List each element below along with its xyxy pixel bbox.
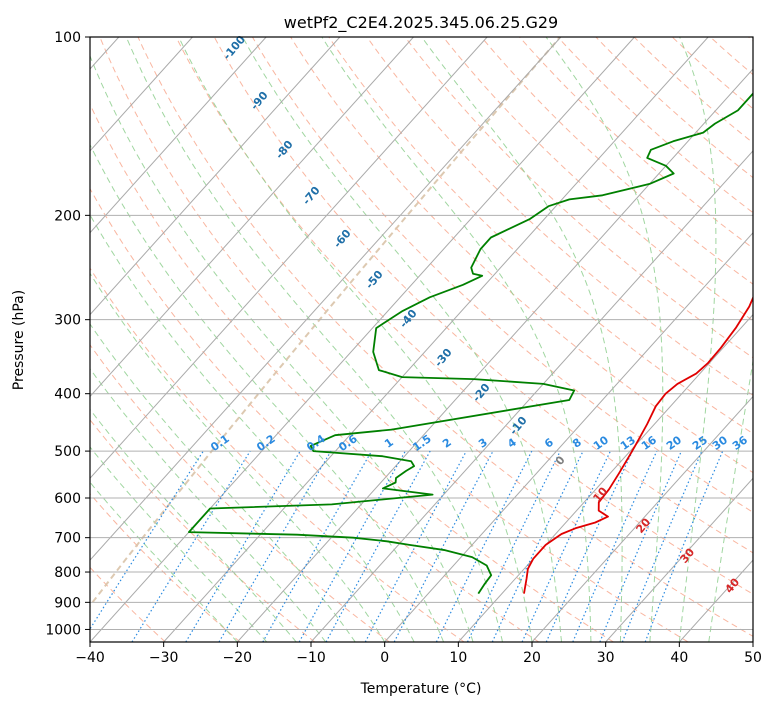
isotherm-line: [90, 37, 193, 152]
moist-adiabat-line: [242, 37, 562, 642]
isotherm-line: [752, 641, 753, 642]
mixing-ratio-line: [545, 450, 634, 642]
moist-adiabat-line: [321, 37, 592, 642]
grid-layer: [90, 37, 753, 642]
moist-adiabat-line: [678, 37, 717, 642]
moist-adiabat-line: [90, 143, 445, 642]
y-tick-label: 500: [54, 444, 81, 460]
isotherm-line: [310, 150, 753, 642]
dry-adiabat-line: [90, 267, 465, 642]
mixing-ratio-line: [90, 450, 204, 631]
mixing-ratio-line: [298, 450, 406, 642]
x-tick-label: −30: [149, 650, 179, 666]
dry-adiabat-line: [328, 37, 753, 435]
series-layer: [188, 92, 753, 595]
plot-frame: [89, 36, 754, 643]
x-tick-label: 30: [597, 650, 615, 666]
moist-adiabat-line: [90, 446, 268, 642]
x-tick-label: 10: [449, 650, 467, 666]
y-tick-label: 300: [54, 313, 81, 329]
isotherm-line: [90, 37, 341, 316]
y-tick-label: 1000: [45, 622, 81, 638]
dry-adiabat-line: [90, 187, 540, 642]
moist-adiabat-line: [708, 358, 753, 642]
mixing-ratio-line: [218, 450, 332, 642]
x-tick-label: 20: [523, 650, 541, 666]
dewpoint-profile-line: [188, 92, 753, 595]
y-tick-label: 800: [54, 565, 81, 581]
mixing-ratio-line: [131, 450, 251, 642]
x-tick-label: −10: [296, 650, 326, 666]
x-axis: −40 −30 −20 −10 0 10 20 30 40 50: [75, 642, 762, 666]
y-tick-label: 400: [54, 387, 81, 403]
mixing-ratio-line: [466, 450, 561, 642]
moist-adiabat-line: [90, 323, 356, 642]
isotherm-line: [90, 37, 267, 234]
isotherm-line: [605, 477, 753, 642]
reference-curve: [90, 37, 561, 608]
dry-adiabat-line: [290, 37, 753, 474]
isotherm-line: [163, 37, 709, 642]
isotherm-line: [90, 37, 488, 480]
isotherm-line: [457, 313, 753, 642]
isotherm-line: [90, 37, 414, 398]
moist-adiabat-line: [90, 54, 474, 642]
mixing-ratio-line: [325, 450, 431, 642]
mixing-ratio-line: [262, 450, 373, 642]
moist-adiabat-line: [90, 367, 327, 642]
dry-adiabat-line: [90, 418, 316, 642]
moist-adiabat-line: [125, 37, 503, 642]
mixing-ratio-line: [599, 450, 682, 642]
x-tick-label: −40: [75, 650, 105, 666]
isotherm-line: [90, 37, 562, 561]
moist-adiabat-line: [178, 37, 533, 642]
y-tick-label: 700: [54, 531, 81, 547]
isotherm-line: [236, 68, 753, 642]
dry-adiabat-line: [595, 37, 753, 179]
moist-adiabat-line: [421, 37, 623, 642]
y-axis: 100 200 300 400 500 600 700 800 900 1000: [45, 30, 90, 638]
mixing-ratio-line: [621, 450, 703, 642]
y-tick-label: 900: [54, 595, 81, 611]
moist-adiabat-line: [545, 37, 664, 642]
dry-adiabat-line: [137, 37, 753, 637]
dry-adiabat-line: [366, 37, 753, 396]
dry-adiabat-line: [251, 37, 753, 513]
mixing-ratio-line: [521, 450, 611, 642]
dry-adiabat-line: [90, 103, 614, 642]
mixing-ratio-line: [491, 450, 584, 642]
isotherm-line: [90, 37, 635, 642]
y-axis-label: Pressure (hPa): [11, 290, 27, 390]
dry-adiabat-line: [213, 37, 753, 554]
x-tick-label: 0: [380, 650, 389, 666]
moist-adiabat-line: [90, 213, 415, 642]
temperature-profile-line: [523, 295, 753, 594]
x-tick-label: −20: [223, 650, 253, 666]
x-tick-label: 40: [670, 650, 688, 666]
chart-title: wetPf2_C2E4.2025.345.06.25.G29: [284, 13, 558, 33]
moist-adiabat-line: [90, 272, 386, 642]
mixing-ratio-line: [185, 450, 301, 642]
dry-adiabat-line: [481, 37, 753, 285]
moist-adiabat-line: [90, 408, 297, 642]
dry-adiabat-line: [99, 37, 689, 642]
moist-adiabat-line: [90, 481, 238, 642]
dry-adiabat-line: [633, 37, 753, 144]
y-tick-label: 600: [54, 491, 81, 507]
y-tick-label: 200: [54, 208, 81, 224]
isotherm-line: [531, 395, 753, 642]
dry-adiabat-line: [442, 37, 753, 322]
isotherm-line: [384, 231, 753, 642]
x-axis-label: Temperature (°C): [360, 681, 482, 697]
x-tick-label: 50: [744, 650, 762, 666]
y-tick-label: 100: [54, 30, 81, 46]
plot-background: [90, 37, 753, 642]
